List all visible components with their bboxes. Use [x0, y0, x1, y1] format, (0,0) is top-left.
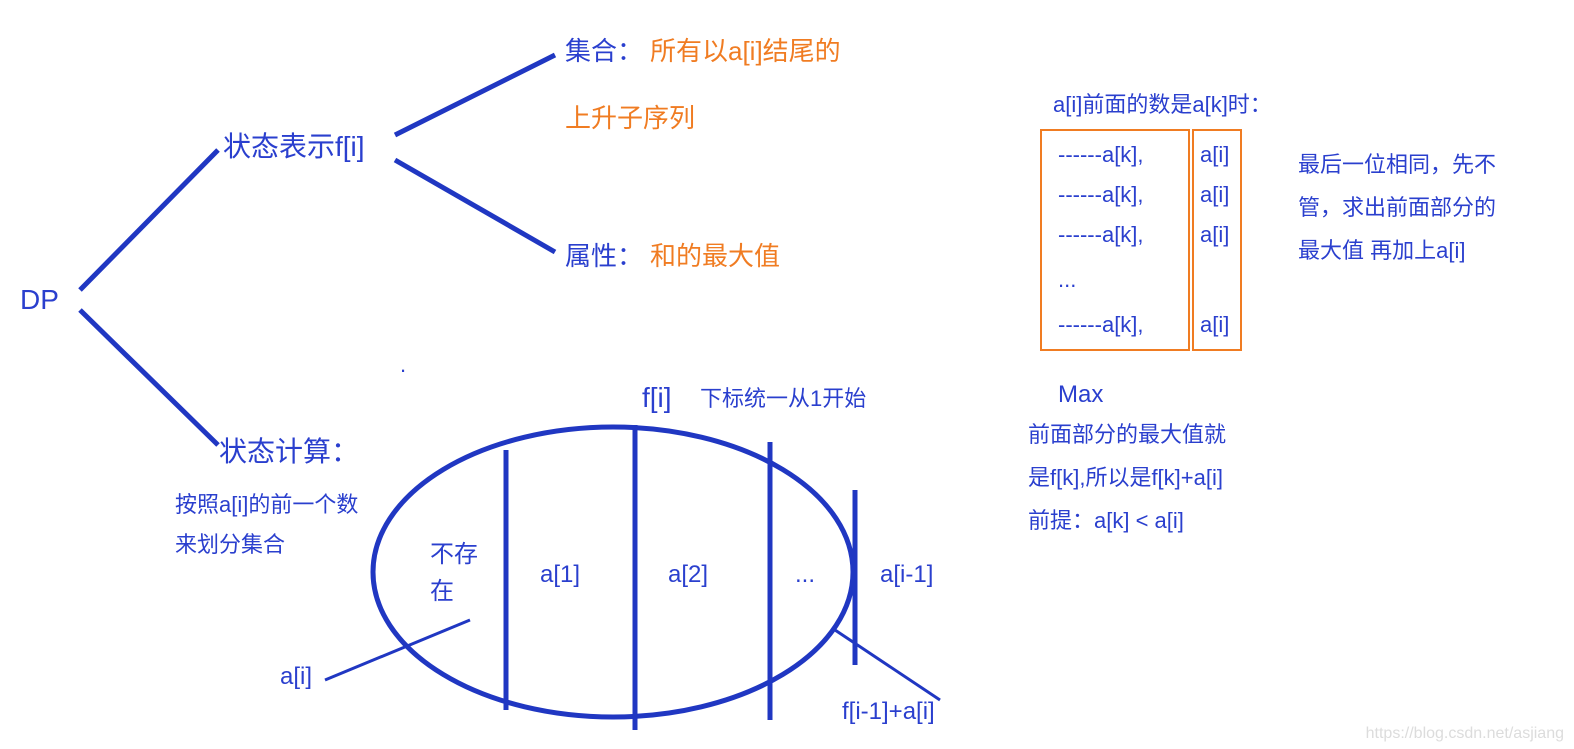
max-label: Max [1058, 378, 1103, 412]
node2-note1: 按照a[i]的前一个数 [175, 490, 358, 521]
row-4-right: a[i] [1200, 310, 1229, 341]
diagram-svg [0, 0, 1574, 749]
node1-label: 状态表示f[i] [223, 127, 365, 166]
row-3-left: ... [1058, 265, 1076, 296]
sidenote-3: 最大值 再加上a[i] [1298, 236, 1465, 267]
partition-ellipse [373, 427, 853, 717]
cell-1: a[1] [540, 558, 580, 592]
ellipse-title-note: 下标统一从1开始 [700, 384, 866, 415]
dot-artifact: . [400, 350, 406, 381]
cell-4: a[i-1] [880, 558, 933, 592]
connector-left [325, 620, 470, 680]
bottom-note-1: 前面部分的最大值就 [1028, 420, 1226, 451]
line-dp-to-node2 [80, 310, 218, 445]
ellipse-right-label: f[i-1]+a[i] [842, 695, 935, 729]
sidenote-1: 最后一位相同，先不 [1298, 150, 1496, 181]
cell-0b: 在 [430, 575, 454, 609]
ellipse-left-label: a[i] [280, 660, 312, 694]
watermark: https://blog.csdn.net/asjiang [1366, 725, 1564, 743]
row-2-right: a[i] [1200, 220, 1229, 251]
line-dp-to-node1 [80, 150, 218, 290]
ellipse-title: f[i] [642, 378, 672, 417]
row-4-left: ------a[k], [1058, 310, 1144, 341]
diagram-root: DP 状态表示f[i] 集合： 所有以a[i]结尾的 上升子序列 属性： 和的最… [0, 0, 1574, 749]
cell-3: ... [795, 558, 815, 592]
row-2-left: ------a[k], [1058, 220, 1144, 251]
connector-right [835, 630, 940, 700]
row-1-left: ------a[k], [1058, 180, 1144, 211]
set-value1: 所有以a[i]结尾的 [650, 33, 841, 69]
right-header: a[i]前面的数是a[k]时： [1053, 90, 1272, 121]
bottom-note-2: 是f[k],所以是f[k]+a[i] [1028, 463, 1223, 494]
node2-label: 状态计算： [219, 432, 359, 471]
line-node1-to-attr [395, 160, 555, 252]
row-0-left: ------a[k], [1058, 140, 1144, 171]
cell-2: a[2] [668, 558, 708, 592]
root-label: DP [20, 280, 59, 319]
sidenote-2: 管，求出前面部分的 [1298, 193, 1496, 224]
set-value2: 上升子序列 [565, 100, 695, 136]
node2-note2: 来划分集合 [175, 530, 285, 561]
bottom-note-3: 前提：a[k] < a[i] [1028, 506, 1184, 537]
cell-0a: 不存 [430, 538, 478, 572]
row-1-right: a[i] [1200, 180, 1229, 211]
set-label: 集合： [565, 33, 643, 69]
attr-value: 和的最大值 [650, 238, 780, 274]
row-0-right: a[i] [1200, 140, 1229, 171]
line-node1-to-set [395, 55, 555, 135]
attr-label: 属性： [565, 238, 643, 274]
